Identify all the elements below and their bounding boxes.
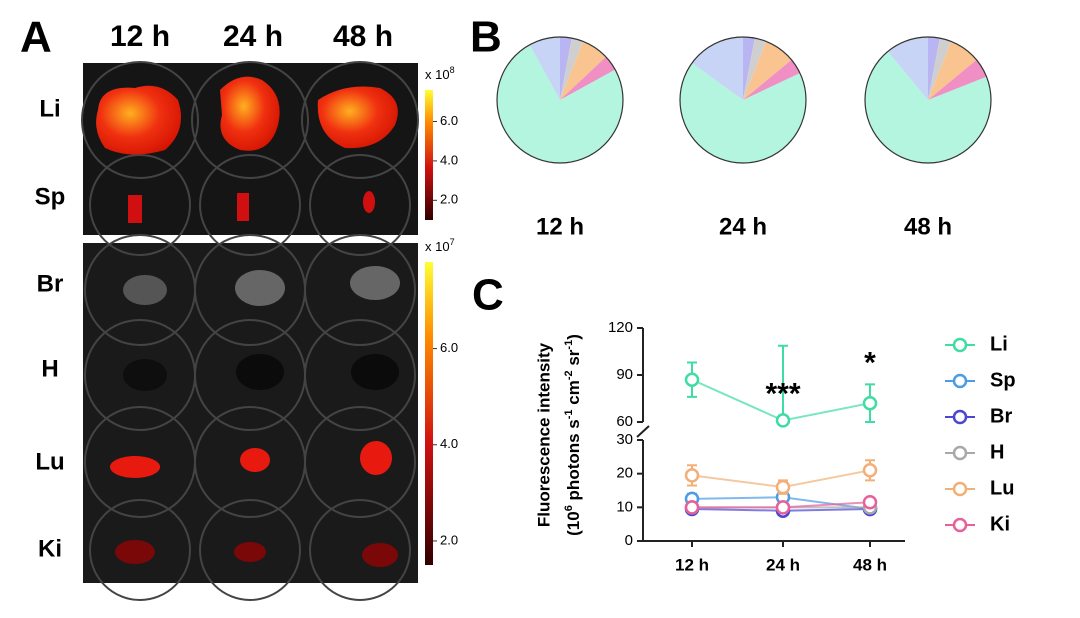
pie-slice: [560, 41, 606, 100]
colorbar-exponent: x 108: [425, 65, 455, 82]
exponent-base: x 10: [425, 67, 450, 82]
legend-marker: [952, 481, 968, 497]
pie-slice: [497, 44, 623, 163]
y-axis-label-part: (10: [564, 511, 583, 536]
exponent-base: x 10: [425, 239, 450, 254]
y-tick-label: 30: [616, 431, 633, 448]
y-axis-label-part: -1: [563, 409, 575, 419]
y-axis-label-part: ): [564, 334, 583, 340]
data-point: [684, 468, 700, 483]
exponent: 7: [450, 237, 455, 247]
panel-label: C: [472, 271, 504, 320]
pie-label: 48 h: [904, 213, 952, 240]
pie-slice: [887, 37, 928, 100]
row-label: Br: [37, 270, 64, 297]
y-axis-label: Fluorescence intensity: [534, 342, 553, 527]
y-axis-label: (106 photons s-1 cm-2 sr-1): [563, 334, 584, 536]
data-point: [862, 463, 878, 478]
pie-slice: [743, 41, 792, 100]
annotation: *: [864, 346, 876, 379]
colorbar-tick-label: 4.0: [440, 152, 458, 167]
row-label: Li: [39, 95, 60, 122]
pie-label: 12 h: [536, 213, 584, 240]
pie-slice: [743, 59, 801, 100]
panel-label: B: [470, 13, 502, 62]
pie-outline: [496, 36, 624, 164]
y-axis-label-part: sr: [564, 349, 583, 370]
legend-label: Sp: [990, 369, 1016, 391]
y-tick-label: 20: [616, 465, 633, 482]
y-tick-label: 0: [625, 532, 633, 549]
colorbar: [425, 90, 433, 220]
data-point: [775, 413, 791, 428]
data-point: [862, 395, 878, 411]
legend-marker: [952, 445, 968, 461]
legend-marker: [952, 373, 968, 389]
column-label: 48 h: [333, 20, 393, 53]
panel-label: A: [20, 13, 52, 62]
colorbar-tick-label: 4.0: [440, 436, 458, 451]
legend-label: Br: [990, 405, 1012, 427]
colorbar-exponent: x 107: [425, 237, 455, 254]
pie-slice: [692, 37, 743, 100]
pie-label: 24 h: [719, 213, 767, 240]
colorbar-tick-label: 6.0: [440, 113, 458, 128]
data-point: [862, 495, 878, 510]
y-axis-label-part: -2: [563, 370, 575, 380]
y-tick-label: 10: [616, 498, 633, 515]
column-label: 12 h: [110, 20, 170, 53]
pie-slice: [865, 51, 991, 163]
legend-label: Li: [990, 333, 1008, 355]
y-axis-label-part: -1: [563, 340, 575, 350]
y-axis-label-part: 6: [563, 505, 575, 511]
pie-slice: [928, 37, 940, 100]
legend-label: Ki: [990, 513, 1010, 535]
y-tick-label: 90: [616, 366, 633, 383]
pie-slice: [560, 56, 616, 100]
pie-slice: [560, 37, 572, 100]
data-point: [775, 479, 791, 495]
legend-marker: [952, 337, 968, 353]
axis-break: [636, 425, 650, 438]
annotation: ***: [765, 378, 800, 411]
pie-slice: [560, 38, 584, 100]
pie-slice: [743, 37, 755, 100]
colorbar-tick-label: 2.0: [440, 192, 458, 207]
y-tick-label: 60: [616, 413, 633, 430]
pie-slice: [680, 62, 806, 163]
organ-images: [81, 61, 419, 601]
row-label: Sp: [35, 183, 66, 210]
row-label: Ki: [38, 535, 62, 562]
pie-outline: [864, 36, 992, 164]
row-label: Lu: [35, 448, 64, 475]
data-point: [684, 500, 700, 515]
legend-label: H: [990, 441, 1004, 463]
legend-marker: [952, 409, 968, 425]
column-label: 24 h: [223, 20, 283, 53]
x-tick-label: 48 h: [853, 555, 887, 574]
legend-label: Lu: [990, 477, 1014, 499]
y-axis-label-part: photons s: [564, 419, 583, 505]
pie-slice: [928, 59, 987, 100]
legend-marker: [952, 517, 968, 533]
data-point: [775, 500, 791, 515]
row-label: H: [41, 355, 58, 382]
colorbar-tick-label: 6.0: [440, 340, 458, 355]
x-tick-label: 24 h: [766, 555, 800, 574]
pie-outline: [679, 36, 807, 164]
pie-slice: [743, 38, 767, 100]
y-axis-label-part: cm: [564, 380, 583, 409]
data-point: [684, 372, 700, 387]
pie-slice: [928, 38, 952, 100]
exponent: 8: [450, 65, 455, 75]
colorbar: [425, 262, 433, 565]
y-tick-label: 120: [608, 319, 633, 336]
colorbar-tick-label: 2.0: [440, 532, 458, 547]
pie-slice: [529, 37, 560, 100]
x-tick-label: 12 h: [675, 555, 709, 574]
pie-slice: [928, 41, 977, 100]
